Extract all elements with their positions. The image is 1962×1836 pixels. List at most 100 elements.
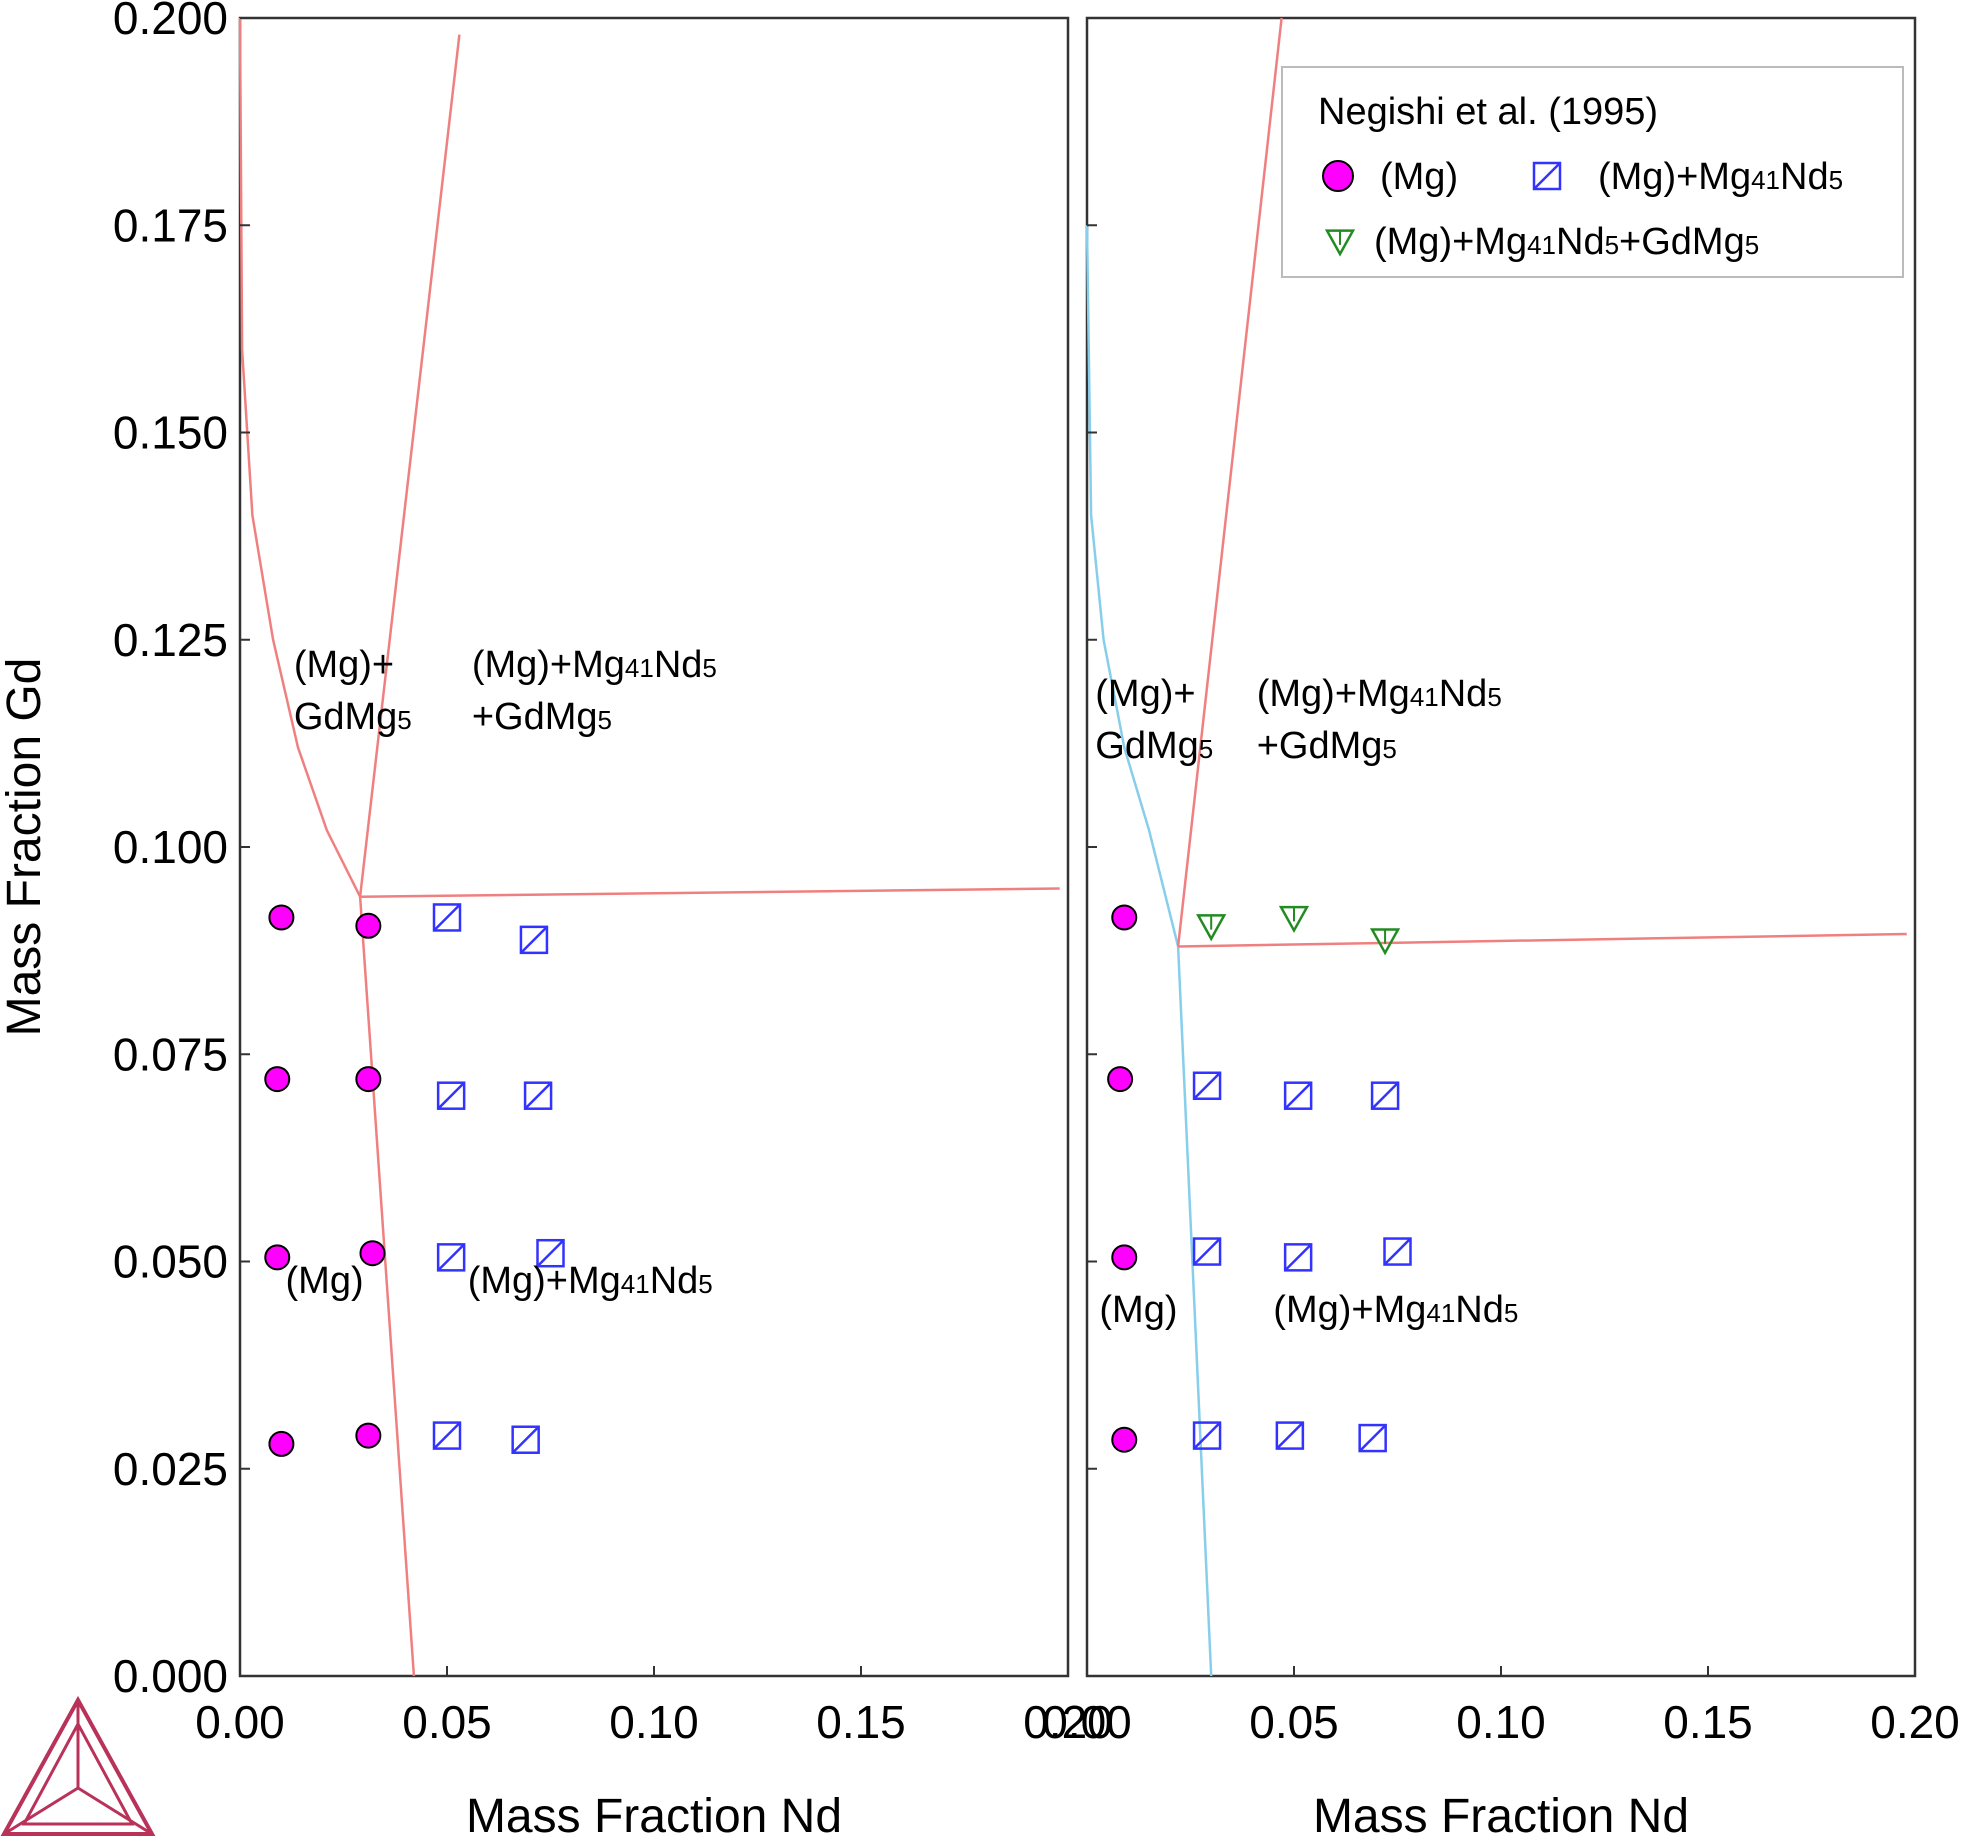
phase-boundary-line	[1176, 946, 1213, 1677]
point-mg	[355, 1066, 382, 1093]
logo-outline	[0, 1695, 156, 1836]
point-mg	[359, 1240, 386, 1267]
point-mg41	[1358, 1423, 1387, 1453]
x-tick-label: 0.10	[609, 1696, 699, 1748]
triangle-logo-icon	[0, 1695, 156, 1836]
y-tick-label: 0.050	[113, 1236, 228, 1288]
x-tick-label: 0.05	[1249, 1696, 1339, 1748]
x-axes: 0.00 0.05 0.10 0.15 0.20 Mass Fraction Nd 0.00…	[195, 1666, 1960, 1836]
point-mg	[1107, 1066, 1134, 1093]
y-tick-label: 0.200	[113, 0, 228, 44]
phase-boundary-line	[238, 17, 362, 898]
point-mg41	[1192, 1421, 1222, 1450]
x-tick-label: 0.10	[1456, 1696, 1546, 1748]
annotation-text: GdMg5	[1095, 725, 1213, 767]
point-box	[1283, 1243, 1313, 1272]
point-mg41	[1283, 1243, 1313, 1272]
point-mg41	[1192, 1237, 1222, 1266]
point-slash	[1371, 1081, 1399, 1110]
point-mg	[268, 904, 295, 931]
point-mg	[264, 1066, 291, 1093]
point-mg41	[436, 1243, 466, 1272]
logo-inner	[21, 1720, 135, 1826]
point-box	[1275, 1421, 1305, 1450]
point-box	[1192, 1421, 1222, 1450]
legend-box	[1281, 66, 1904, 278]
annotation-text: (Mg)+Mg41Nd5	[1273, 1289, 1518, 1331]
point-box	[1192, 1237, 1222, 1266]
y-tick-label: 0.150	[113, 407, 228, 459]
point-mg41gd	[1196, 914, 1227, 942]
phase-boundary-line	[358, 34, 461, 897]
point-slash	[437, 1081, 466, 1110]
legend-label-mg41gd: (Mg)+Mg41Nd5+GdMg5	[1374, 221, 1759, 263]
x-tick-label: 0.20	[1023, 1696, 1113, 1748]
y-tick-label: 0.175	[113, 199, 228, 251]
point-mg41	[1532, 161, 1562, 191]
point-mg41	[511, 1425, 540, 1454]
annotation-text: (Mg)+	[294, 644, 394, 686]
point-mg41	[432, 1421, 462, 1450]
point-mg	[355, 1422, 382, 1449]
annotation-text: (Mg)	[286, 1260, 364, 1302]
x-tick-label: 0.15	[1663, 1696, 1753, 1748]
point-mg	[1111, 1426, 1138, 1453]
point-mg41	[519, 925, 549, 955]
annotation-text: (Mg)+Mg41Nd5	[1257, 673, 1502, 715]
point-box	[432, 1421, 462, 1450]
logo-spoke	[77, 1786, 153, 1836]
point-box	[1532, 161, 1562, 191]
point-slash	[1383, 1237, 1412, 1266]
x-tick-label: 0.20	[1870, 1696, 1960, 1748]
point-mg	[1111, 904, 1138, 931]
x-tick-label: 0.00	[195, 1696, 285, 1748]
y-tick-label: 0.000	[113, 1650, 228, 1702]
y-tick-label: 0.025	[113, 1443, 228, 1495]
legend-label-mg: (Mg)	[1380, 156, 1458, 198]
left-panel: (Mg)+ GdMg5 (Mg)+Mg41Nd5 +GdMg5 (Mg) (Mg)+Mg4…	[238, 16, 1070, 1678]
point-mg41	[1383, 1237, 1412, 1266]
point-box	[432, 903, 462, 932]
phase-boundary-line	[360, 887, 1060, 898]
point-box	[519, 925, 549, 955]
point-mg	[1322, 160, 1354, 192]
annotation-text: +GdMg5	[1257, 725, 1397, 767]
point-box	[1192, 1071, 1222, 1101]
point-mg	[1111, 1244, 1138, 1271]
point-box	[1358, 1423, 1387, 1453]
annotation-text: GdMg5	[294, 696, 412, 738]
annotation-text: (Mg)+Mg41Nd5	[472, 644, 717, 686]
phase-boundary-line	[1085, 225, 1180, 947]
y-axis-label: Mass Fraction Gd	[0, 658, 51, 1037]
point-slash	[511, 1425, 540, 1454]
phase-boundary-line	[1176, 17, 1283, 947]
point-mg41	[436, 1081, 466, 1110]
point-slash	[1275, 1421, 1304, 1450]
point-box	[1383, 1237, 1412, 1266]
annotation-text: (Mg)+	[1095, 673, 1195, 715]
point-mg41	[1275, 1421, 1305, 1450]
point-mg41	[523, 1081, 553, 1110]
point-mg	[268, 1430, 295, 1457]
y-tick-label: 0.100	[113, 821, 228, 873]
x-tick-label: 0.05	[402, 1696, 492, 1748]
point-slash	[1284, 1081, 1313, 1110]
legend-title: Negishi et al. (1995)	[1318, 91, 1658, 133]
point-mg41	[1370, 1081, 1400, 1110]
point-slash	[437, 1243, 466, 1272]
point-box	[536, 1238, 565, 1268]
point-slash	[1193, 1237, 1221, 1266]
legend-label-mg41: (Mg)+Mg41Nd5	[1598, 156, 1843, 198]
annotation-text: (Mg)	[1099, 1289, 1177, 1331]
point-slash	[1193, 1421, 1221, 1450]
legend: Negishi et al. (1995) (Mg) (Mg)+Mg41Nd5 (Mg…	[1281, 66, 1904, 278]
point-slash	[1358, 1424, 1387, 1452]
phase-boundary-line	[358, 896, 416, 1677]
point-box	[436, 1081, 466, 1110]
point-box	[436, 1243, 466, 1272]
point-mg41	[432, 903, 462, 932]
x-tick-label: 0.15	[816, 1696, 906, 1748]
x-tick-label: 0.00	[1042, 1696, 1132, 1748]
point-mg41	[1283, 1081, 1313, 1110]
